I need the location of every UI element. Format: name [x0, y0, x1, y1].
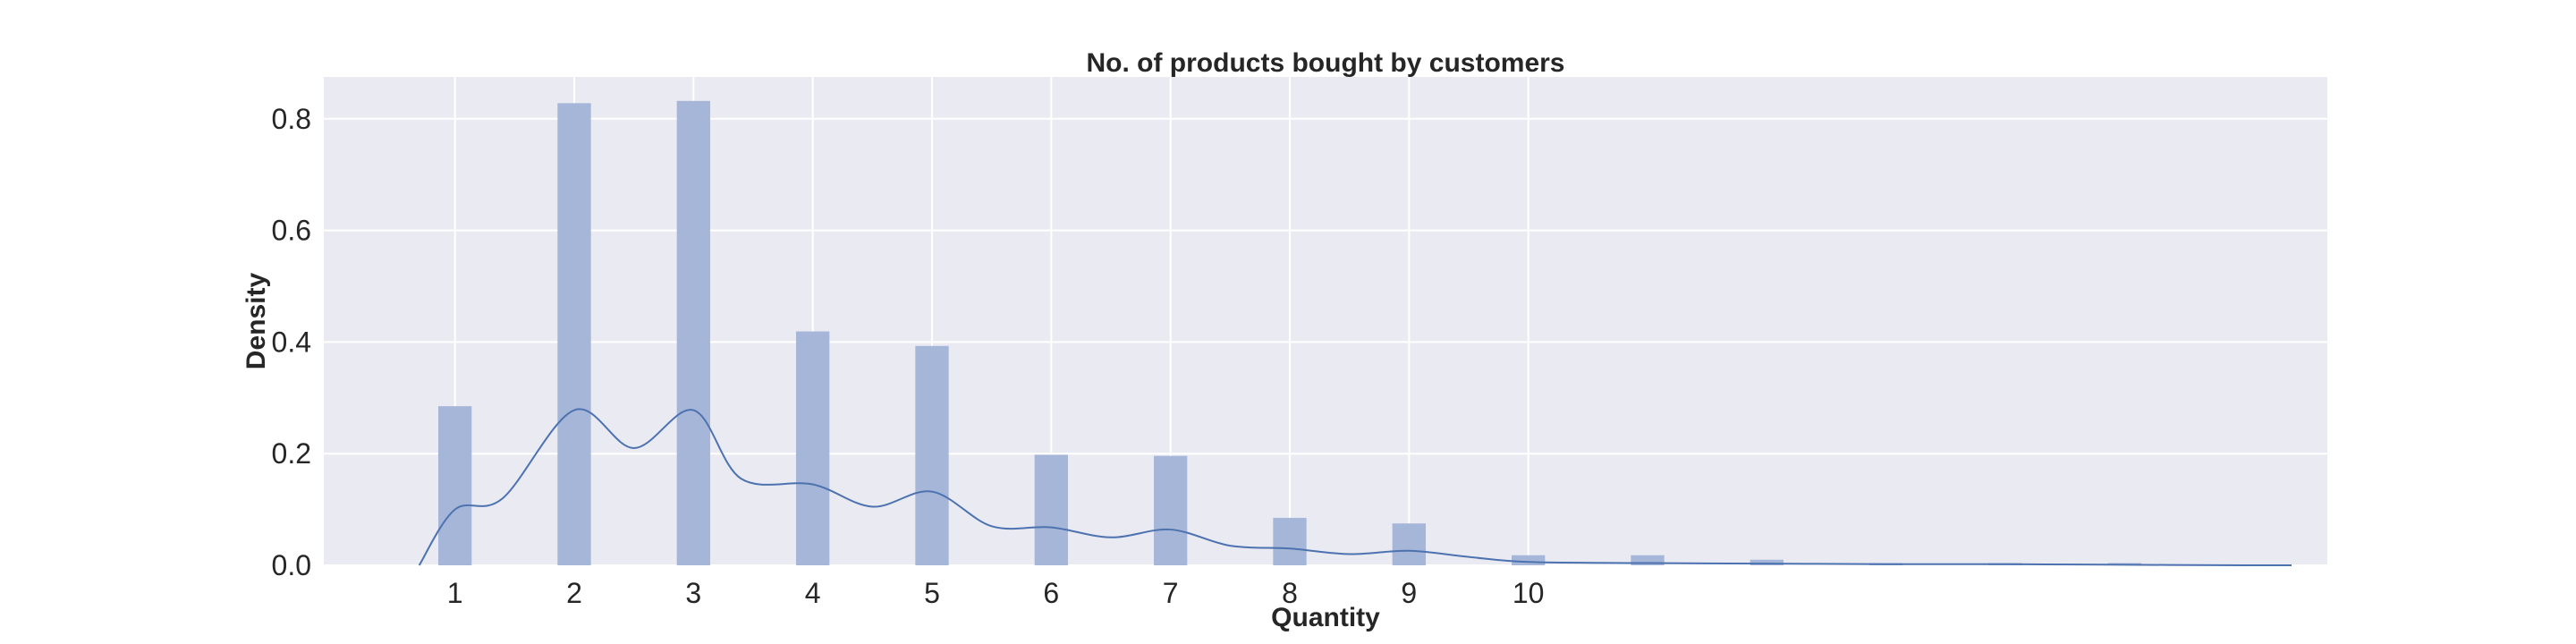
y-tick-label: 0.6: [272, 215, 311, 247]
histogram-bar: [1631, 555, 1665, 565]
histogram-bar: [676, 100, 710, 565]
histogram-bar: [1512, 555, 1546, 565]
x-tick-label: 7: [1163, 577, 1179, 609]
histogram-bar: [1273, 517, 1307, 565]
y-axis-title: Density: [242, 273, 271, 370]
histogram-bar: [915, 345, 949, 565]
x-tick-label: 5: [924, 577, 940, 609]
histogram-bar: [557, 103, 591, 565]
x-tick-label: 10: [1513, 577, 1545, 609]
x-tick-label: 1: [447, 577, 463, 609]
plot-area: [324, 77, 2327, 565]
histogram-bar: [1154, 455, 1188, 565]
y-tick-label: 0.0: [272, 549, 311, 581]
histogram-bar: [796, 331, 830, 565]
y-tick-label: 0.2: [272, 437, 311, 470]
x-tick-label: 4: [805, 577, 821, 609]
histogram-bars: [438, 100, 2141, 565]
y-tick-labels: 0.0 0.2 0.4 0.6 0.8: [272, 103, 311, 581]
chart-title: No. of products bought by customers: [1086, 48, 1564, 78]
x-tick-label: 6: [1043, 577, 1059, 609]
x-tick-label: 3: [685, 577, 701, 609]
x-tick-label: 8: [1282, 577, 1298, 609]
x-tick-labels: 1 2 3 4 5 6 7 8 9 10: [447, 577, 1545, 609]
y-tick-label: 0.8: [272, 103, 311, 135]
kde-line: [418, 408, 2292, 567]
histogram-bar: [1750, 559, 1784, 565]
x-axis-title: Quantity: [1271, 603, 1380, 632]
x-tick-label: 9: [1401, 577, 1417, 609]
histogram-bar: [1392, 523, 1426, 565]
y-tick-label: 0.4: [272, 326, 311, 358]
grid: [324, 77, 2327, 566]
x-tick-label: 2: [566, 577, 582, 609]
histogram-bar: [1034, 454, 1068, 565]
histogram-bar: [438, 406, 472, 565]
